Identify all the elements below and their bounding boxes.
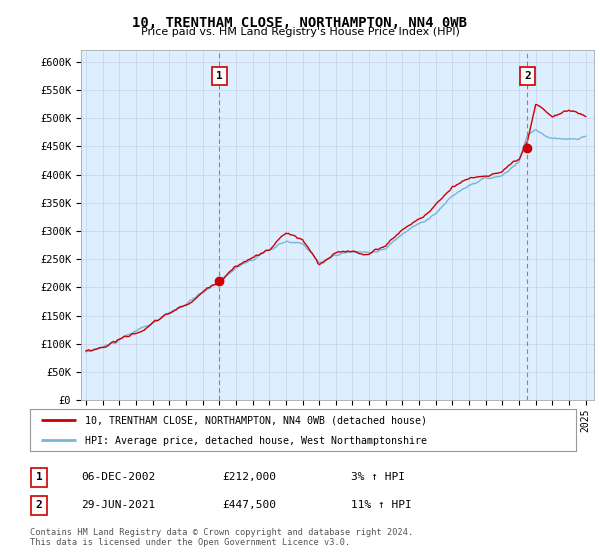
Text: £212,000: £212,000: [222, 472, 276, 482]
Text: 29-JUN-2021: 29-JUN-2021: [81, 500, 155, 510]
Text: HPI: Average price, detached house, West Northamptonshire: HPI: Average price, detached house, West…: [85, 436, 427, 446]
Text: 3% ↑ HPI: 3% ↑ HPI: [351, 472, 405, 482]
Text: 1: 1: [216, 71, 223, 81]
Text: Contains HM Land Registry data © Crown copyright and database right 2024.
This d: Contains HM Land Registry data © Crown c…: [30, 528, 413, 547]
Text: 06-DEC-2002: 06-DEC-2002: [81, 472, 155, 482]
Text: 2: 2: [524, 71, 531, 81]
Text: 10, TRENTHAM CLOSE, NORTHAMPTON, NN4 0WB (detached house): 10, TRENTHAM CLOSE, NORTHAMPTON, NN4 0WB…: [85, 416, 427, 426]
Text: 1: 1: [35, 472, 43, 482]
Text: 2: 2: [35, 500, 43, 510]
Text: 10, TRENTHAM CLOSE, NORTHAMPTON, NN4 0WB: 10, TRENTHAM CLOSE, NORTHAMPTON, NN4 0WB: [133, 16, 467, 30]
Text: £447,500: £447,500: [222, 500, 276, 510]
Text: 11% ↑ HPI: 11% ↑ HPI: [351, 500, 412, 510]
Text: Price paid vs. HM Land Registry's House Price Index (HPI): Price paid vs. HM Land Registry's House …: [140, 27, 460, 37]
